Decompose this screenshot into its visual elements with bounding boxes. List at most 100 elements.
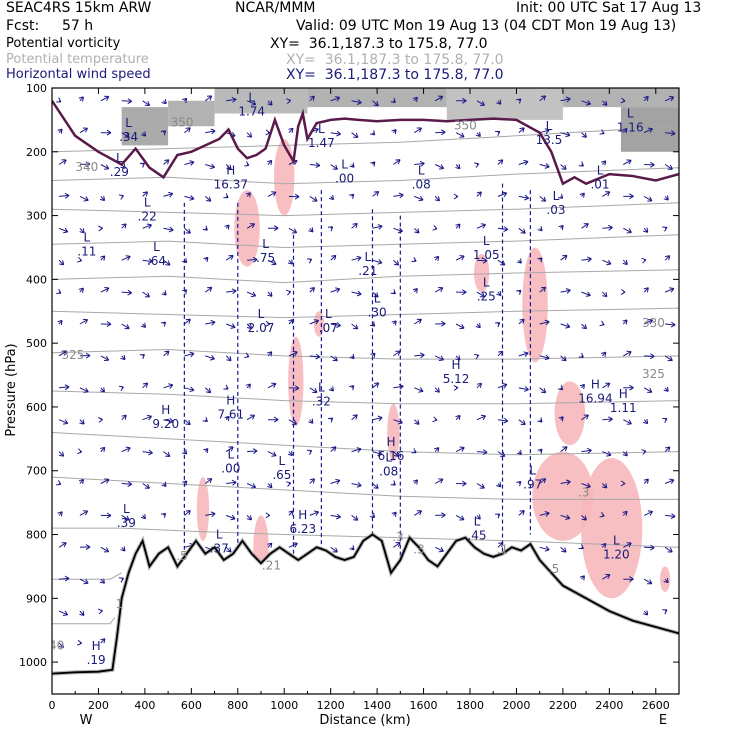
wind-vector-arrow	[456, 97, 467, 104]
wind-vector-arrow	[267, 382, 277, 389]
wind-vector-arrow	[142, 223, 152, 230]
wind-vector-arrow	[414, 127, 422, 134]
pink-region	[522, 247, 548, 363]
wind-vector-arrow	[432, 225, 438, 231]
tropopause-line	[52, 100, 679, 186]
wind-vector-arrow	[623, 193, 634, 200]
wind-vector-arrow	[58, 384, 70, 391]
extremum-symbol: H	[298, 508, 307, 522]
wind-vector-arrow	[578, 352, 584, 358]
wind-vector-arrow	[58, 642, 65, 649]
extremum-symbol: H	[161, 403, 170, 417]
wind-vector-arrow	[411, 256, 417, 262]
wind-vector-arrow	[351, 290, 362, 297]
theta-isentrope-line	[52, 432, 679, 456]
contour-label: 40	[49, 638, 64, 652]
field-theta-xy: XY= 36.1,187.3 to 175.8, 77.0	[286, 52, 504, 68]
wind-vector-arrow	[369, 130, 376, 136]
wind-vector-arrow	[518, 318, 525, 325]
wind-vector-arrow	[100, 287, 110, 293]
extremum-value: .37	[210, 541, 229, 555]
y-tick-label: 300	[26, 210, 47, 223]
y-tick-label: 500	[26, 337, 47, 350]
contour-label: .3	[578, 485, 589, 499]
wind-vector-arrow	[163, 418, 174, 424]
wind-vector-arrow	[288, 385, 300, 392]
pink-region	[387, 403, 400, 462]
wind-vector-arrow	[77, 256, 83, 263]
wind-vector-arrow	[142, 414, 152, 421]
wind-vector-arrow	[245, 192, 251, 198]
extremum-symbol: L	[325, 307, 332, 321]
wind-vector-arrow	[100, 355, 110, 361]
wind-vector-arrow	[161, 99, 167, 105]
wind-vector-arrow	[623, 576, 634, 583]
wind-vector-arrow	[434, 255, 440, 261]
wind-vector-arrow	[306, 258, 313, 264]
wind-vector-arrow	[288, 419, 298, 425]
wind-vector-arrow	[79, 161, 91, 168]
wind-vector-arrow	[474, 162, 480, 168]
wind-vector-arrow	[518, 194, 530, 201]
wind-vector-arrow	[288, 127, 294, 134]
extremum-value: .34	[119, 130, 138, 144]
wind-vector-arrow	[205, 511, 216, 518]
wind-vector-arrow	[100, 512, 112, 519]
wind-vector-arrow	[664, 446, 671, 452]
wind-vector-arrow	[581, 515, 587, 521]
wind-vector-arrow	[476, 291, 485, 298]
wind-vector-arrow	[476, 449, 488, 456]
wind-vector-arrow	[455, 323, 465, 330]
wind-vector-arrow	[58, 350, 67, 357]
wind-vector-arrow	[434, 546, 444, 553]
wind-vector-arrow	[121, 414, 127, 421]
wind-vector-arrow	[412, 479, 418, 485]
pv-shaded-region	[121, 107, 169, 146]
wind-vector-arrow	[623, 384, 634, 391]
wind-vector-arrow	[351, 99, 362, 105]
extremum-symbol: L	[474, 515, 481, 529]
field-theta-name: Potential temperature	[6, 52, 149, 67]
wind-vector-arrow	[267, 483, 273, 489]
wind-vector-arrow	[224, 224, 230, 230]
extremum-value: .65	[272, 468, 291, 482]
wind-vector-arrow	[77, 639, 83, 646]
wind-vector-arrow	[330, 546, 338, 553]
extremum-value: 16.37	[214, 178, 248, 192]
wind-vector-arrow	[602, 291, 608, 298]
wind-vector-arrow	[79, 352, 91, 359]
wind-vector-arrow	[476, 483, 485, 489]
wind-vector-arrow	[581, 323, 587, 330]
wind-vector-arrow	[414, 318, 422, 325]
wind-vector-arrow	[643, 510, 654, 516]
wind-vector-arrow	[225, 546, 232, 553]
x-tick-label: 1800	[456, 699, 484, 712]
wind-vector-arrow	[226, 96, 237, 103]
wind-vector-arrow	[57, 319, 63, 326]
extremum-value: .32	[312, 395, 331, 409]
wind-vector-arrow	[557, 385, 564, 391]
wind-vector-arrow	[226, 514, 236, 521]
x-tick-label: 2200	[549, 699, 577, 712]
wind-vector-arrow	[497, 451, 506, 457]
wind-vector-arrow	[370, 352, 376, 358]
wind-vector-arrow	[643, 319, 654, 325]
wind-vector-arrow	[100, 255, 106, 261]
wind-vector-arrow	[351, 222, 358, 229]
wind-vector-arrow	[516, 449, 522, 455]
pv-shaded-region	[562, 88, 679, 108]
wind-vector-arrow	[372, 450, 383, 457]
wind-vector-arrow	[664, 546, 673, 553]
wind-vector-arrow	[434, 164, 445, 170]
wind-vector-arrow	[560, 479, 571, 486]
wind-vector-arrow	[286, 289, 292, 296]
wind-vector-arrow	[518, 159, 529, 166]
extremum-symbol: L	[258, 307, 265, 321]
extremum-symbol: L	[597, 164, 604, 178]
wind-vector-arrow	[79, 544, 91, 551]
wind-vector-arrow	[539, 546, 550, 552]
wind-vector-arrow	[495, 322, 501, 328]
y-tick-label: 100	[26, 82, 47, 95]
wind-vector-arrow	[642, 610, 649, 616]
wind-vector-arrow	[581, 256, 592, 263]
